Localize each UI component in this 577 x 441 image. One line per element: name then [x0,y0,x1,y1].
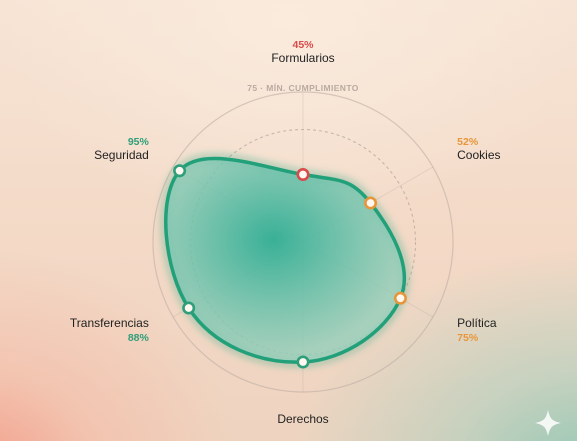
value-label-transferencias: 88% [128,332,150,344]
axis-label-seguridad: Seguridad [94,148,149,162]
threshold-label: 75 · MÍN. CUMPLIMIENTO [247,83,359,93]
axis-label-formularios: Formularios [271,51,334,65]
data-point-formularios [296,168,310,182]
axis-label-cookies: Cookies [457,148,500,162]
axis-label-transferencias: Transferencias [70,316,149,330]
value-label-cookies: 52% [457,136,479,148]
data-point-derechos [296,355,310,369]
data-point-política [393,291,407,305]
outer-ring [152,91,454,393]
sparkle-icon [535,410,561,436]
value-label-seguridad: 95% [128,136,150,148]
data-point-transferencias [182,301,196,315]
data-point-cookies [364,196,378,210]
axis-label-política: Política [457,316,497,330]
value-label-política: 75% [457,332,479,344]
data-point-seguridad [173,164,187,178]
value-label-formularios: 45% [292,39,314,51]
radar-area [161,153,409,367]
area-shape [164,156,407,364]
radar-points [173,164,407,369]
axis-label-derechos: Derechos [277,412,328,426]
